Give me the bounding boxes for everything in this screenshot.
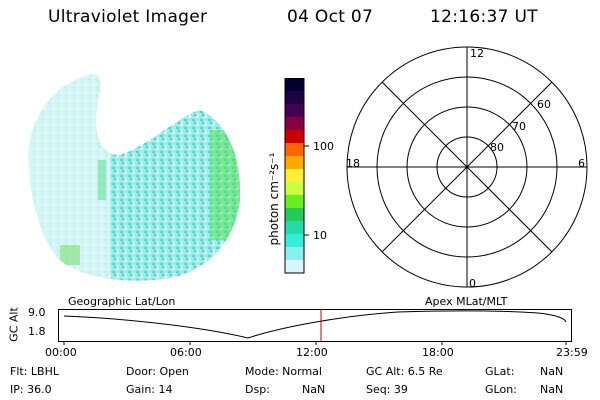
- polar-lat-80: 80: [490, 141, 504, 154]
- info-dsp-label: Dsp:: [245, 383, 270, 396]
- colorbar-cell: [285, 221, 304, 235]
- info-dsp-value: NaN: [302, 383, 326, 396]
- timeline-y-label: GC Alt: [7, 307, 21, 342]
- polar-label-top: 12: [470, 47, 484, 60]
- polar-label-left: 18: [346, 157, 360, 170]
- colorbar-cell: [285, 195, 304, 209]
- timeline-xtick-1200: 12:00: [296, 346, 328, 359]
- timeline-xtick-1800: 18:00: [422, 346, 454, 359]
- colorbar-tick-10: 10: [313, 229, 327, 242]
- timeline-altitude-curve: [63, 310, 567, 339]
- colorbar-cell: [285, 247, 304, 261]
- info-seq: Seq: 39: [366, 383, 408, 396]
- info-flt: Flt: LBHL: [10, 365, 59, 378]
- timeline-xtick-2359: 23:59: [556, 346, 588, 359]
- info-glon-label: GLon:: [485, 383, 517, 396]
- colorbar-cell: [285, 156, 304, 170]
- polar-diagonal-2: [381, 81, 553, 253]
- colorbar: [284, 78, 309, 274]
- timeline-ytick-high: 9.0: [28, 306, 46, 319]
- info-door: Door: Open: [126, 365, 189, 378]
- colorbar-cell: [285, 182, 304, 196]
- info-gain: Gain: 14: [126, 383, 173, 396]
- info-ip: IP: 36.0: [10, 383, 52, 396]
- colorbar-units-label: photon cm⁻²s⁻¹: [267, 152, 281, 246]
- timeline-xtick-0000: 00:00: [45, 346, 77, 359]
- time-label: 12:16:37 UT: [430, 7, 538, 27]
- colorbar-cell: [285, 234, 304, 248]
- auroral-image: [28, 74, 241, 281]
- colorbar-cell: [285, 78, 304, 92]
- info-mode: Mode: Normal: [245, 365, 322, 378]
- polar-plot: [346, 46, 588, 288]
- info-glon-value: NaN: [540, 383, 564, 396]
- colorbar-tick-100: 100: [313, 140, 334, 153]
- colorbar-cell: [285, 117, 304, 131]
- info-glat-value: NaN: [540, 365, 564, 378]
- timeline-right-caption: Apex MLat/MLT: [425, 295, 508, 308]
- info-glat-label: GLat:: [485, 365, 515, 378]
- date-label: 04 Oct 07: [287, 7, 374, 27]
- colorbar-cell: [285, 208, 304, 222]
- polar-label-right: 6: [578, 157, 585, 170]
- colorbar-cell: [285, 169, 304, 183]
- polar-lat-60: 60: [537, 98, 551, 111]
- polar-label-bottom: 0: [469, 277, 476, 290]
- polar-lat-70: 70: [512, 120, 526, 133]
- timeline-plot: [58, 309, 572, 345]
- colorbar-cell: [285, 260, 304, 274]
- colorbar-cell: [285, 143, 304, 157]
- instrument-title: Ultraviolet Imager: [48, 7, 208, 27]
- colorbar-cell: [285, 91, 304, 105]
- info-gc-alt: GC Alt: 6.5 Re: [366, 365, 443, 378]
- colorbar-cell: [285, 130, 304, 144]
- timeline-ytick-low: 1.8: [28, 325, 46, 338]
- colorbar-cell: [285, 104, 304, 118]
- timeline-left-caption: Geographic Lat/Lon: [68, 295, 176, 308]
- timeline-xtick-0600: 06:00: [170, 346, 202, 359]
